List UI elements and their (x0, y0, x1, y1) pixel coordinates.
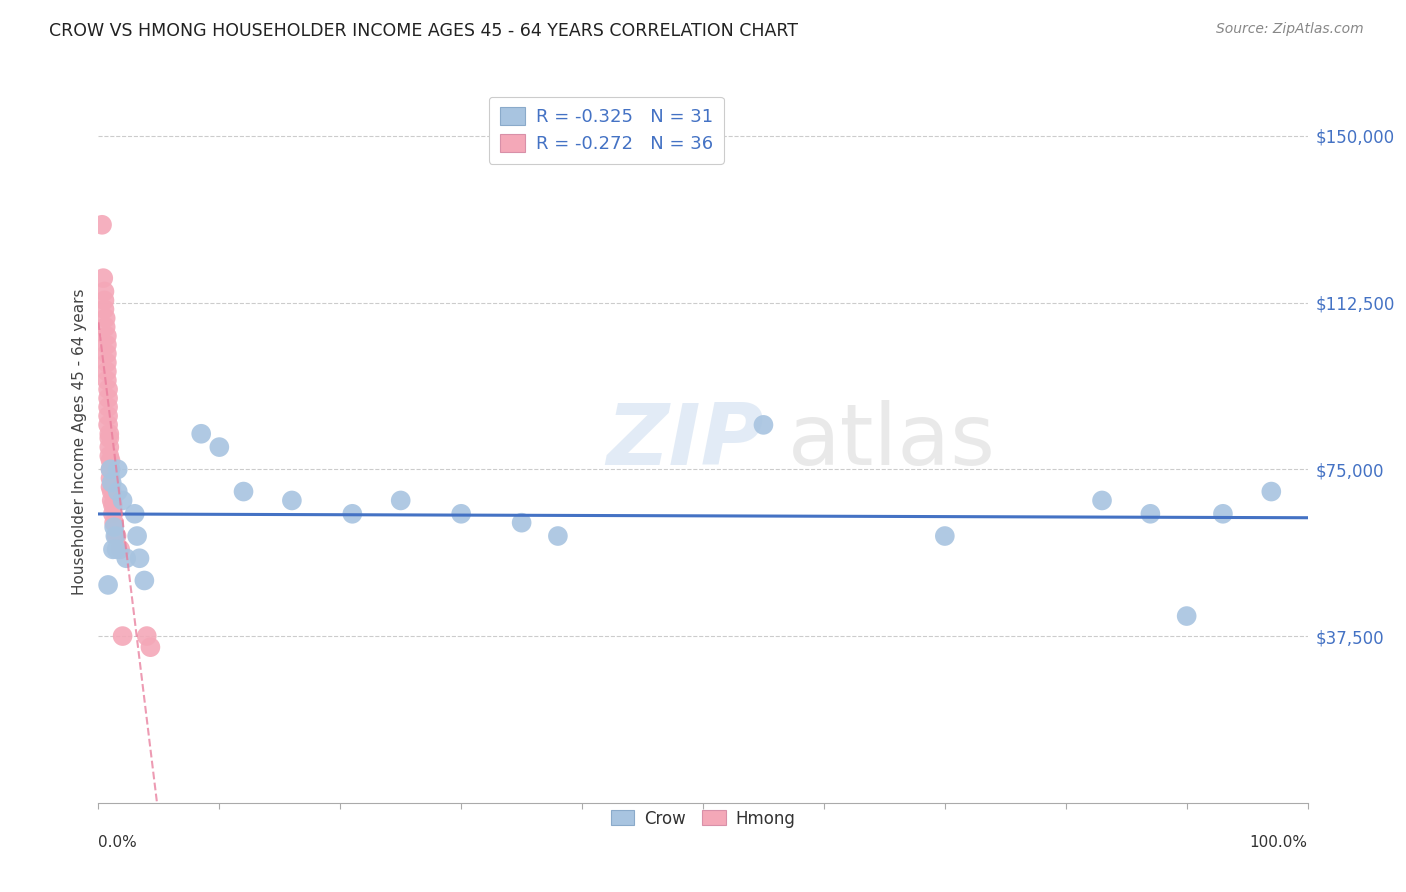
Point (232, 484, 254, 499)
Point (103, 520, 125, 534)
Point (97, 578, 120, 592)
Point (98, 426, 121, 441)
Point (134, 574, 156, 588)
Point (101, 507, 124, 521)
Point (139, 640, 162, 655)
Point (108, 542, 131, 557)
Point (100, 475, 122, 490)
Point (98, 431, 121, 445)
Point (752, 417, 775, 432)
Point (91, 271, 114, 285)
Point (98, 449, 121, 463)
Point (97, 409, 120, 423)
Point (101, 498, 124, 512)
Point (93, 285, 115, 299)
Text: atlas: atlas (787, 400, 995, 483)
Point (94, 311, 117, 326)
Point (100, 493, 122, 508)
Point (1260, 484, 1282, 499)
Text: Source: ZipAtlas.com: Source: ZipAtlas.com (1216, 22, 1364, 37)
Text: ZIP: ZIP (606, 400, 763, 483)
Text: CROW VS HMONG HOUSEHOLDER INCOME AGES 45 - 64 YEARS CORRELATION CHART: CROW VS HMONG HOUSEHOLDER INCOME AGES 45… (49, 22, 799, 40)
Point (98, 440, 121, 454)
Point (115, 551, 138, 566)
Point (100, 462, 122, 476)
Point (934, 529, 956, 543)
Point (100, 480, 122, 494)
Point (208, 440, 231, 454)
Point (101, 542, 124, 557)
Point (105, 529, 128, 543)
Legend: Crow, Hmong: Crow, Hmong (603, 803, 803, 834)
Point (96, 373, 118, 387)
Point (100, 462, 122, 476)
Point (97, 400, 120, 414)
Text: 100.0%: 100.0% (1250, 835, 1308, 850)
Point (1139, 507, 1161, 521)
Point (91, 218, 114, 232)
Point (127, 529, 149, 543)
Point (111, 629, 134, 643)
Point (107, 462, 129, 476)
Point (100, 471, 122, 485)
Y-axis label: Householder Income Ages 45 - 64 years: Householder Income Ages 45 - 64 years (72, 288, 87, 595)
Point (93, 293, 115, 308)
Point (97, 382, 120, 396)
Point (190, 426, 212, 441)
Point (1212, 507, 1234, 521)
Point (128, 551, 150, 566)
Point (97, 391, 120, 405)
Point (96, 329, 118, 343)
Point (96, 338, 118, 352)
Point (93, 302, 115, 317)
Text: 0.0%: 0.0% (98, 835, 138, 850)
Point (104, 529, 127, 543)
Point (1175, 609, 1198, 624)
Point (1091, 493, 1114, 508)
Point (97, 417, 120, 432)
Point (547, 529, 569, 543)
Point (107, 484, 129, 499)
Point (94, 320, 117, 334)
Point (96, 364, 118, 378)
Point (111, 493, 134, 508)
Point (135, 629, 157, 643)
Point (96, 347, 118, 361)
Point (342, 507, 364, 521)
Point (389, 493, 412, 508)
Point (100, 484, 122, 499)
Point (103, 516, 125, 530)
Point (450, 507, 472, 521)
Point (105, 542, 128, 557)
Point (510, 516, 533, 530)
Point (124, 507, 146, 521)
Point (281, 493, 304, 508)
Point (96, 356, 118, 370)
Point (100, 453, 122, 467)
